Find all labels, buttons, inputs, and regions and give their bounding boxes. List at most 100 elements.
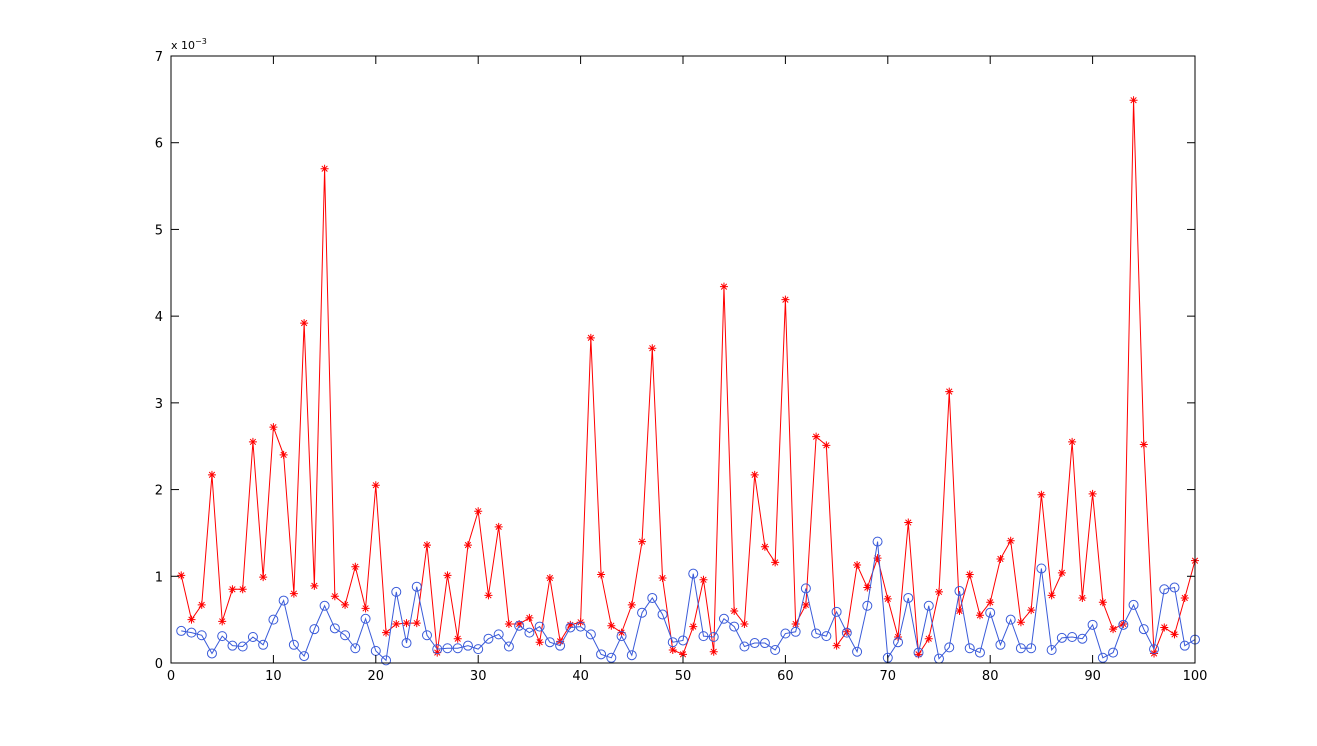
data-point: [565, 622, 576, 633]
x-tick-label: 20: [368, 669, 385, 684]
data-point: [412, 619, 421, 628]
data-point: [268, 614, 279, 625]
data-point: [760, 542, 769, 551]
data-point: [904, 518, 913, 527]
data-point: [965, 570, 974, 579]
data-point: [698, 631, 709, 642]
data-point: [852, 646, 863, 657]
data-point: [749, 638, 760, 649]
data-point: [863, 583, 872, 592]
data-point: [739, 641, 750, 652]
data-point: [607, 621, 616, 630]
data-point: [841, 627, 852, 638]
data-point: [411, 581, 422, 592]
data-point: [575, 621, 586, 632]
data-point: [503, 641, 514, 652]
data-point: [1138, 624, 1149, 635]
x-tick-label: 50: [675, 669, 692, 684]
data-point: [923, 600, 934, 611]
data-point: [780, 628, 791, 639]
data-point: [493, 629, 504, 640]
data-point: [544, 637, 555, 648]
y-exponent-power: −3: [195, 37, 207, 46]
data-point: [718, 613, 729, 624]
data-point: [648, 344, 657, 353]
data-point: [361, 604, 370, 613]
y-tick-label: 4: [155, 310, 163, 325]
data-point: [1179, 640, 1190, 651]
data-point: [237, 641, 248, 652]
data-point: [995, 639, 1006, 650]
data-point: [238, 585, 247, 594]
x-tick-label: 80: [982, 669, 999, 684]
data-point: [514, 620, 525, 631]
data-point: [709, 647, 718, 656]
x-tick-label: 0: [167, 669, 175, 684]
data-point: [206, 648, 217, 659]
data-point: [443, 571, 452, 580]
y-tick-label: 3: [155, 397, 163, 412]
data-point: [637, 607, 648, 618]
data-point: [402, 619, 411, 628]
data-point: [1097, 652, 1108, 663]
y-tick-label: 7: [155, 50, 163, 65]
data-point: [207, 470, 216, 479]
data-point: [341, 600, 350, 609]
data-point: [730, 606, 739, 615]
data-point: [1098, 598, 1107, 607]
y-tick-label: 6: [155, 137, 163, 152]
data-point: [1068, 437, 1077, 446]
data-point: [515, 619, 524, 628]
data-point: [647, 592, 658, 603]
data-point: [1108, 647, 1119, 658]
data-point: [832, 641, 841, 650]
data-point: [186, 627, 197, 638]
data-point: [1078, 593, 1087, 602]
data-point: [350, 643, 361, 654]
data-point: [259, 573, 268, 582]
data-point: [473, 644, 484, 655]
data-point: [914, 650, 923, 659]
data-point: [1015, 643, 1026, 654]
data-point: [822, 441, 831, 450]
data-point: [534, 621, 545, 632]
data-point: [894, 632, 903, 641]
data-point: [986, 598, 995, 607]
data-point: [288, 639, 299, 650]
data-point: [433, 648, 442, 657]
data-point: [1046, 644, 1057, 655]
data-point: [1128, 599, 1139, 610]
data-point: [831, 606, 842, 617]
data-point: [596, 649, 607, 660]
data-point: [924, 634, 933, 643]
data-point: [1160, 623, 1169, 632]
data-point: [545, 574, 554, 583]
data-point: [381, 655, 392, 666]
data-point: [781, 295, 790, 304]
x-tick-label: 10: [265, 669, 282, 684]
data-point: [853, 561, 862, 570]
data-point: [800, 583, 811, 594]
data-point: [269, 423, 278, 432]
data-point: [524, 627, 535, 638]
data-point: [791, 619, 800, 628]
data-point: [462, 640, 473, 651]
data-point: [360, 613, 371, 624]
data-point: [422, 630, 432, 641]
data-point: [770, 644, 781, 655]
data-point: [679, 650, 687, 659]
data-point: [821, 631, 832, 642]
x-tick-label: 60: [777, 669, 794, 684]
data-point: [708, 631, 719, 642]
data-point: [945, 387, 954, 396]
data-point: [964, 643, 975, 654]
data-point: [1077, 633, 1088, 644]
data-point: [1180, 593, 1189, 602]
data-point: [811, 628, 822, 639]
data-point: [667, 637, 678, 648]
y-tick-label: 1: [155, 570, 163, 585]
data-point: [340, 630, 351, 641]
data-point: [1118, 619, 1129, 630]
data-point: [585, 629, 596, 640]
